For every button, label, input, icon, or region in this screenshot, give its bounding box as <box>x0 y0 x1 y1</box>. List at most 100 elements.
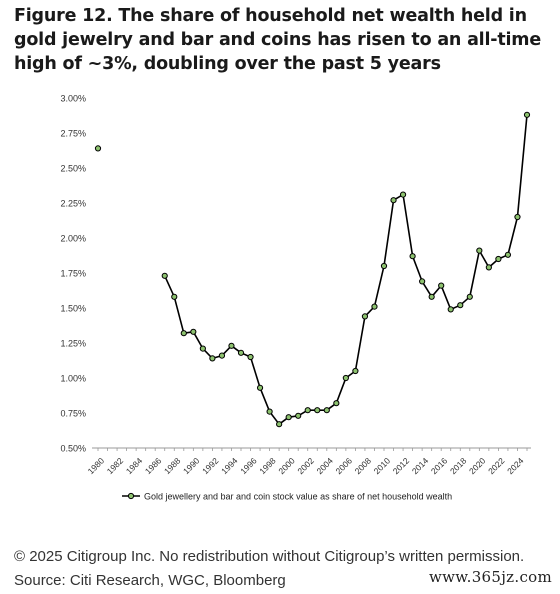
y-tick-label: 1.25% <box>60 339 86 349</box>
data-point <box>342 374 349 382</box>
x-tick-label: 2006 <box>334 455 355 476</box>
legend-marker <box>127 492 135 500</box>
y-tick-label: 0.50% <box>60 444 86 454</box>
series-line-segment <box>478 250 490 268</box>
data-point <box>314 407 321 414</box>
data-point <box>399 191 407 198</box>
data-point <box>352 367 359 375</box>
x-tick-label: 1988 <box>162 455 183 476</box>
series-line-segment <box>440 285 452 310</box>
data-point <box>333 400 340 407</box>
series-line-segment <box>507 216 519 255</box>
data-point <box>457 302 464 309</box>
data-point <box>390 197 397 204</box>
x-tick-label: 1984 <box>124 455 145 476</box>
x-tick-label: 1994 <box>219 455 240 476</box>
y-tick-label: 2.75% <box>60 129 86 139</box>
data-point <box>323 407 330 414</box>
series-layer <box>94 111 531 428</box>
data-point <box>94 145 102 152</box>
data-point <box>447 306 454 313</box>
data-point <box>476 247 483 254</box>
x-tick-label: 2018 <box>448 455 469 476</box>
y-tick-label: 1.50% <box>60 304 86 314</box>
watermark: www.365jz.com <box>428 568 552 586</box>
line-chart: 0.50% 0.75% 1.00% 1.25% 1.50% 1.75% 2.00% 2.25%… <box>60 94 531 502</box>
data-point <box>409 253 416 260</box>
data-point <box>247 353 254 361</box>
data-point <box>428 293 435 300</box>
data-point <box>237 349 245 356</box>
series-line-segment <box>373 265 385 307</box>
series-line-segment <box>164 275 175 298</box>
data-point <box>514 213 521 221</box>
copyright-note: © 2025 Citigroup Inc. No redistribution … <box>14 548 525 565</box>
x-tick-label: 1996 <box>238 455 259 476</box>
legend-label: Gold jewellery and bar and coin stock va… <box>144 492 452 502</box>
data-point <box>419 278 426 285</box>
data-point <box>256 384 264 391</box>
chart-title: Figure 12. The share of household net we… <box>14 6 542 74</box>
data-point <box>466 293 473 300</box>
series-line-segment <box>192 331 204 349</box>
data-point <box>171 293 178 300</box>
data-point <box>209 355 216 362</box>
x-tick-label: 2020 <box>467 455 488 476</box>
data-point <box>190 328 197 335</box>
data-point <box>161 272 168 279</box>
data-point <box>218 352 226 359</box>
series-line-segment <box>469 250 481 297</box>
data-point <box>523 111 531 118</box>
data-point <box>371 303 378 310</box>
series-line-segment <box>411 255 423 282</box>
series-line-segment <box>516 114 528 218</box>
x-tick-label: 2014 <box>410 455 431 476</box>
series-line-segment <box>249 356 261 389</box>
x-tick-label: 2022 <box>486 455 507 476</box>
data-point <box>276 421 283 428</box>
data-point <box>295 412 302 419</box>
x-tick-label: 2004 <box>314 455 335 476</box>
series-line-segment <box>354 316 366 372</box>
x-tick-label: 1992 <box>200 455 221 476</box>
data-point <box>438 282 445 289</box>
legend: Gold jewellery and bar and coin stock va… <box>122 492 452 502</box>
x-tick-label: 1986 <box>143 455 164 476</box>
x-tick-label: 2024 <box>505 455 526 476</box>
data-point <box>361 313 369 320</box>
data-point <box>304 407 311 414</box>
data-point <box>180 330 187 337</box>
data-point <box>495 255 502 263</box>
y-tick-label: 2.00% <box>60 234 86 244</box>
y-tick-label: 0.75% <box>60 409 86 419</box>
x-tick-label: 1998 <box>257 455 278 476</box>
series-line-segment <box>173 296 185 334</box>
series-line-segment <box>402 194 414 257</box>
data-point <box>266 408 273 415</box>
data-point <box>228 342 235 349</box>
y-tick-label: 2.50% <box>60 164 86 174</box>
x-tick-label: 1990 <box>181 455 202 476</box>
series-line-segment <box>335 377 347 404</box>
x-tick-label: 2008 <box>353 455 374 476</box>
y-tick-label: 3.00% <box>60 94 86 104</box>
x-tick-label: 2016 <box>429 455 450 476</box>
y-tick-label: 1.75% <box>60 269 86 279</box>
y-axis: 0.50% 0.75% 1.00% 1.25% 1.50% 1.75% 2.00% 2.25%… <box>60 94 86 454</box>
source-note: Source: Citi Research, WGC, Bloomberg <box>14 572 286 589</box>
data-point <box>199 345 206 352</box>
x-tick-label: 2000 <box>276 455 297 476</box>
x-axis: 1980198219841986198819901992199419961998… <box>86 447 531 476</box>
data-point <box>485 264 492 271</box>
x-tick-label: 1980 <box>86 455 107 476</box>
data-point <box>285 414 292 421</box>
series-line-segment <box>259 387 271 412</box>
data-point <box>380 262 388 270</box>
x-tick-label: 2010 <box>372 455 393 476</box>
y-tick-label: 1.00% <box>60 374 86 384</box>
x-tick-label: 1982 <box>105 455 126 476</box>
x-tick-label: 2012 <box>391 455 412 476</box>
y-tick-label: 2.25% <box>60 199 86 209</box>
series-line-segment <box>383 200 395 267</box>
data-point <box>504 251 512 258</box>
